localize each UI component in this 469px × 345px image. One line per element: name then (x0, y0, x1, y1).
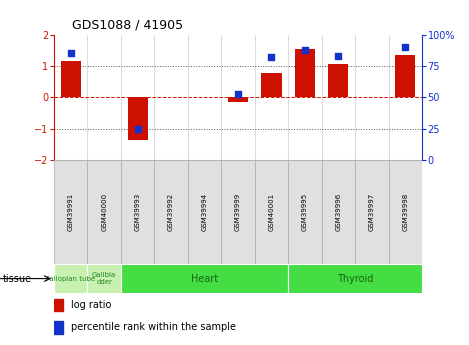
Bar (288, 160, 322, 264)
Bar (121, 160, 154, 264)
Bar (228, 98, 248, 101)
Text: GDS1088 / 41905: GDS1088 / 41905 (72, 19, 183, 32)
Point (234, 91, 242, 97)
Text: GSM39998: GSM39998 (402, 193, 408, 231)
Text: GSM39991: GSM39991 (68, 193, 74, 231)
Text: Thyroid: Thyroid (337, 274, 373, 284)
Text: GSM39999: GSM39999 (235, 193, 241, 231)
Bar (322, 160, 355, 264)
Bar (295, 49, 315, 98)
Point (268, 55, 275, 60)
Bar (221, 160, 255, 264)
Bar (61, 61, 81, 98)
Bar (54, 299, 63, 311)
Point (134, 126, 141, 132)
Point (401, 45, 409, 50)
Bar (87, 160, 121, 264)
Bar (328, 65, 348, 98)
Bar (154, 160, 188, 264)
Bar (255, 160, 288, 264)
Text: tissue: tissue (2, 274, 31, 284)
Bar (54, 264, 87, 293)
Text: GSM39996: GSM39996 (335, 193, 341, 231)
Text: GSM39995: GSM39995 (302, 193, 308, 231)
Point (301, 47, 309, 52)
Text: GSM40000: GSM40000 (101, 193, 107, 231)
Text: Heart: Heart (191, 274, 218, 284)
Text: GSM40001: GSM40001 (268, 193, 274, 231)
Bar (395, 55, 416, 98)
Bar (128, 98, 148, 140)
Text: log ratio: log ratio (70, 300, 111, 310)
Text: Fallopian tube: Fallopian tube (46, 276, 95, 282)
Text: GSM39997: GSM39997 (369, 193, 375, 231)
Bar (87, 264, 121, 293)
Bar (121, 264, 288, 293)
Bar (288, 264, 422, 293)
Bar (355, 160, 389, 264)
Bar (54, 160, 87, 264)
Point (67, 51, 75, 56)
Bar (389, 160, 422, 264)
Text: GSM39994: GSM39994 (202, 193, 208, 231)
Bar (188, 160, 221, 264)
Text: percentile rank within the sample: percentile rank within the sample (70, 322, 235, 332)
Bar (261, 73, 281, 98)
Point (335, 53, 342, 59)
Text: GSM39992: GSM39992 (168, 193, 174, 231)
Bar (54, 321, 63, 334)
Text: Gallbla
dder: Gallbla dder (92, 272, 116, 285)
Text: GSM39993: GSM39993 (135, 193, 141, 231)
